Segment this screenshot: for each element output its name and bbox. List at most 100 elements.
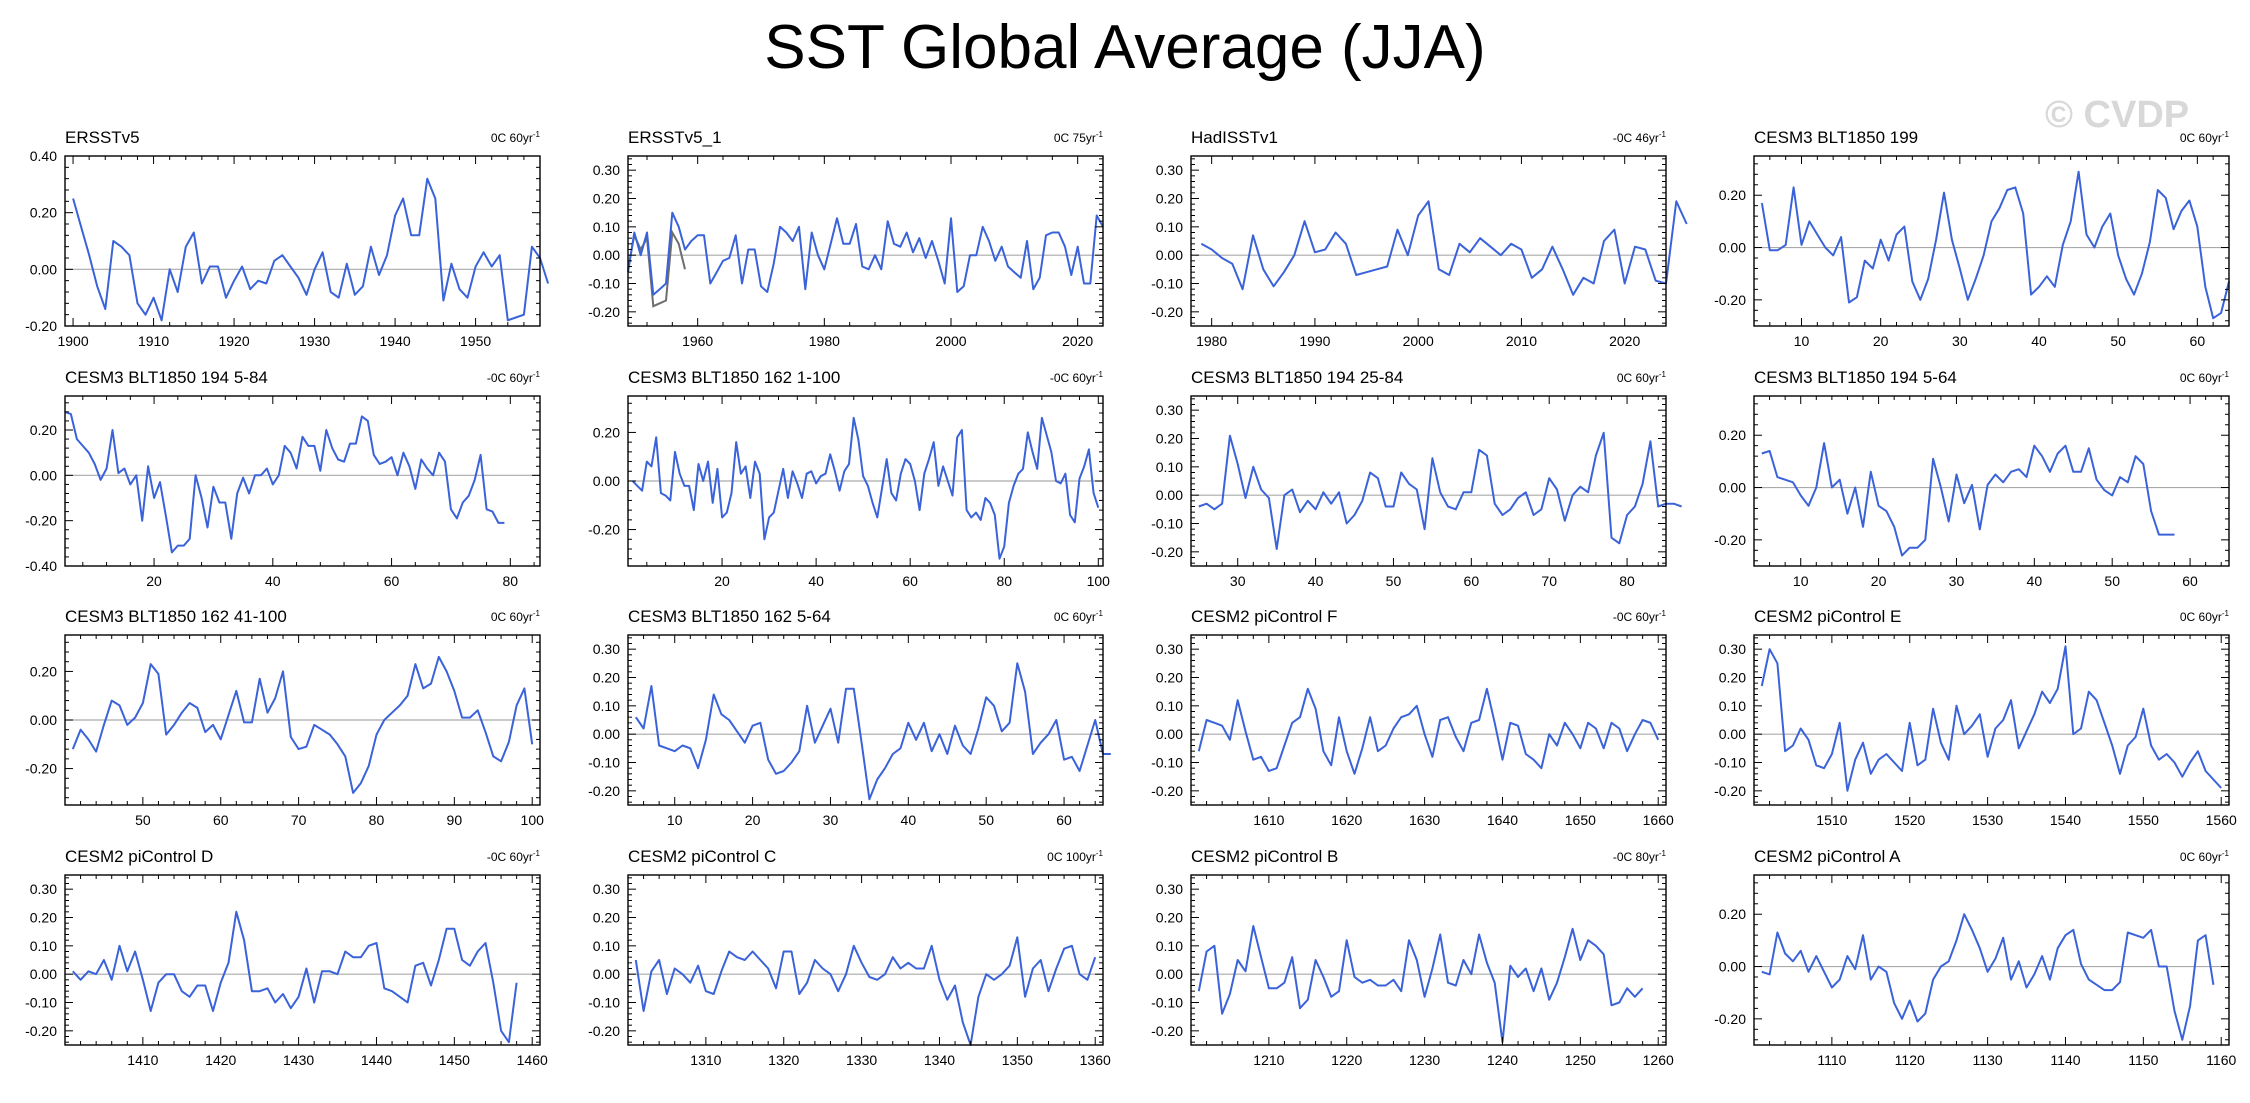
trend-label: 0C 60yr-1: [491, 130, 540, 145]
watermark: © CVDP: [2045, 94, 2190, 136]
chart-title: HadISSTv1: [1191, 128, 1278, 147]
trend-unit: -1: [532, 609, 540, 618]
chart-plot: 10 20 30 40 50 60 -0.20 -0.10 0.00 0.10 0.20 0.30: [588, 634, 1111, 828]
y-tick-label: 0.20: [30, 422, 57, 438]
trend-text: 0C 60yr: [2179, 131, 2222, 145]
chart-title: CESM3 BLT1850 162 41-100: [65, 607, 287, 626]
y-tick-label: 0.20: [1719, 187, 1746, 203]
y-tick-label: 0.20: [30, 663, 57, 679]
series-line: [1761, 442, 2175, 557]
y-tick-label: -0.20: [1714, 1011, 1746, 1027]
y-tick-label: 0.20: [593, 910, 620, 926]
y-tick-label: -0.10: [1151, 516, 1183, 532]
plot-frame: [627, 155, 1104, 327]
chart-panel: CESM3 BLT1850 162 5-64 0C 60yr-1 10 20 30 40 5…: [588, 607, 1111, 828]
trend-unit: -1: [2221, 609, 2229, 618]
x-tick-label: 20: [714, 573, 730, 589]
x-tick-label: 20: [745, 812, 761, 828]
y-tick-label: 0.20: [1156, 670, 1183, 686]
trend-text: -0C 46yr: [1612, 131, 1659, 145]
series-line: [1200, 200, 1688, 296]
trend-unit: -1: [2221, 130, 2229, 139]
trend-label: 0C 60yr-1: [2180, 609, 2229, 624]
x-tick-label: 30: [1230, 573, 1246, 589]
y-tick-label: -0.20: [1714, 532, 1746, 548]
x-tick-label: 20: [1871, 573, 1887, 589]
trend-label: -0C 46yr-1: [1613, 130, 1666, 145]
trend-unit: -1: [1658, 370, 1666, 379]
y-tick-label: 0.10: [1156, 219, 1183, 235]
x-tick-label: 1910: [138, 333, 169, 349]
x-tick-label: 2000: [1403, 333, 1434, 349]
x-tick-label: 10: [1793, 573, 1809, 589]
y-tick-label: 0.00: [1156, 726, 1183, 742]
x-tick-label: 1610: [1253, 812, 1284, 828]
x-tick-label: 1120: [1895, 1052, 1925, 1068]
x-tick-label: 2020: [1062, 333, 1093, 349]
x-tick-label: 80: [1619, 573, 1635, 589]
y-tick-label: -0.20: [1151, 783, 1183, 799]
x-tick-label: 70: [291, 812, 307, 828]
trend-unit: -1: [1095, 609, 1103, 618]
y-tick-label: 0.10: [593, 219, 620, 235]
x-tick-label: 1560: [2206, 812, 2237, 828]
x-tick-label: 1260: [1643, 1052, 1674, 1068]
x-tick-label: 40: [808, 573, 824, 589]
x-tick-label: 1360: [1080, 1052, 1111, 1068]
x-tick-label: 1930: [299, 333, 330, 349]
x-tick-label: 1990: [1299, 333, 1330, 349]
y-tick-label: -0.20: [25, 761, 57, 777]
y-tick-label: -0.10: [1151, 995, 1183, 1011]
y-tick-label: 0.20: [593, 424, 620, 440]
trend-text: -0C 60yr: [1612, 610, 1659, 624]
x-tick-label: 30: [823, 812, 839, 828]
x-tick-label: 1550: [2128, 812, 2159, 828]
x-tick-label: 1650: [1565, 812, 1596, 828]
chart-plot: 50 60 70 80 90 100 -0.20 0.00 0.20: [25, 634, 544, 828]
y-tick-label: 0.20: [1156, 431, 1183, 447]
chart-plot: 30 40 50 60 70 80 -0.20 -0.10 0.00 0.10 0.20 0.30: [1151, 395, 1682, 589]
trend-text: -0C 60yr: [486, 850, 533, 864]
chart-panel: CESM2 piControl E 0C 60yr-1 1510 1520 1530 15…: [1714, 607, 2237, 828]
x-tick-label: 1620: [1331, 812, 1362, 828]
chart-title: CESM3 BLT1850 199: [1754, 128, 1919, 147]
trend-label: -0C 60yr-1: [487, 370, 540, 385]
chart-plot: 1310 1320 1330 1340 1350 1360 -0.20 -0.10 0.00 0.…: [588, 874, 1111, 1068]
x-tick-label: 80: [369, 812, 385, 828]
trend-unit: -1: [1095, 849, 1103, 858]
y-tick-label: 0.20: [1719, 427, 1746, 443]
trend-unit: -1: [2221, 849, 2229, 858]
chart-panel: CESM3 BLT1850 194 25-84 0C 60yr-1 30 40 50 60…: [1151, 368, 1682, 589]
trend-label: 0C 60yr-1: [1617, 370, 1666, 385]
x-tick-label: 60: [213, 812, 229, 828]
y-tick-label: 0.20: [1719, 906, 1746, 922]
x-tick-label: 50: [135, 812, 151, 828]
chart-title: CESM3 BLT1850 162 5-64: [628, 607, 831, 626]
chart-title: CESM2 piControl F: [1191, 607, 1338, 626]
y-tick-label: 0.30: [30, 881, 57, 897]
x-tick-label: 100: [1087, 573, 1111, 589]
trend-unit: -1: [532, 130, 540, 139]
x-tick-label: 40: [2031, 333, 2047, 349]
trend-label: 0C 60yr-1: [2180, 130, 2229, 145]
y-tick-label: -0.20: [588, 783, 620, 799]
chart-title: CESM2 piControl C: [628, 847, 777, 866]
trend-text: -0C 80yr: [1612, 850, 1659, 864]
trend-unit: -1: [2221, 370, 2229, 379]
x-tick-label: 1520: [1894, 812, 1925, 828]
y-tick-label: 0.30: [1156, 881, 1183, 897]
trend-label: 0C 60yr-1: [491, 609, 540, 624]
y-tick-label: 0.10: [1156, 938, 1183, 954]
x-tick-label: 1150: [2128, 1052, 2158, 1068]
y-tick-label: 0.30: [1156, 162, 1183, 178]
plot-frame: [1753, 634, 2230, 806]
plot-frame: [1753, 395, 2230, 567]
y-tick-label: 0.00: [593, 966, 620, 982]
chart-title: CESM2 piControl E: [1754, 607, 1902, 626]
x-tick-label: 80: [503, 573, 519, 589]
y-tick-label: -0.20: [25, 1023, 57, 1039]
x-tick-label: 1530: [1972, 812, 2003, 828]
plot-frame: [1190, 874, 1667, 1046]
trend-label: -0C 60yr-1: [487, 849, 540, 864]
chart-title: CESM3 BLT1850 194 5-84: [65, 368, 268, 387]
